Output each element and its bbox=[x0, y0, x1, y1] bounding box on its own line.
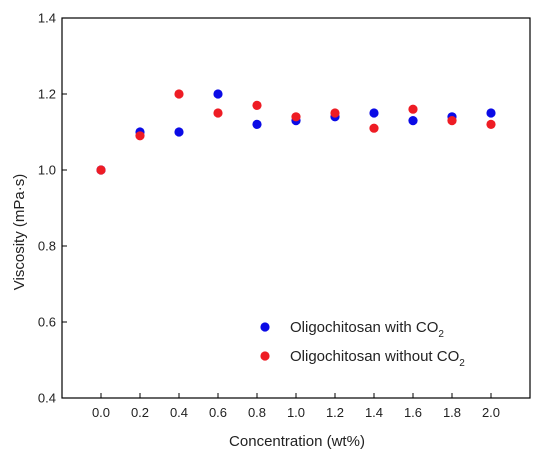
legend-label-series-1: Oligochitosan with CO2 bbox=[290, 319, 444, 340]
y-axis-ticks: 0.4 0.6 0.8 1.0 1.2 1.4 bbox=[38, 11, 67, 406]
legend-marker-series-2 bbox=[260, 351, 270, 361]
legend-label-subscript: 2 bbox=[438, 329, 444, 340]
y-tick-label: 1.4 bbox=[38, 11, 56, 26]
x-tick-label: 1.2 bbox=[326, 405, 344, 420]
y-tick-label: 1.0 bbox=[38, 163, 56, 178]
x-tick-label: 0.0 bbox=[92, 405, 110, 420]
data-point-series-2 bbox=[252, 100, 262, 110]
x-axis-title: Concentration (wt%) bbox=[229, 433, 365, 450]
y-axis-title: Viscosity (mPa·s) bbox=[11, 174, 28, 290]
data-point-series-2 bbox=[174, 89, 184, 99]
x-tick-label: 1.6 bbox=[404, 405, 422, 420]
x-tick-label: 0.8 bbox=[248, 405, 266, 420]
plot-frame bbox=[61, 17, 531, 399]
x-tick-label: 0.6 bbox=[209, 405, 227, 420]
data-point-series-1 bbox=[369, 108, 379, 118]
data-point-series-2 bbox=[291, 112, 301, 122]
x-axis-ticks: 0.0 0.2 0.4 0.6 0.8 1.0 1.2 1.4 1.6 1.8 2.0 bbox=[92, 393, 500, 420]
data-point-series-1 bbox=[408, 116, 418, 126]
x-tick-label: 0.4 bbox=[170, 405, 188, 420]
y-tick-label: 0.8 bbox=[38, 239, 56, 254]
data-point-series-2 bbox=[330, 108, 340, 118]
legend-label-text: Oligochitosan with CO bbox=[290, 319, 438, 336]
data-point-series-1 bbox=[486, 108, 496, 118]
x-tick-label: 1.0 bbox=[287, 405, 305, 420]
y-tick-label: 0.6 bbox=[38, 315, 56, 330]
x-tick-label: 0.2 bbox=[131, 405, 149, 420]
data-point-series-2 bbox=[408, 104, 418, 114]
data-point-series-2 bbox=[213, 108, 223, 118]
data-point-series-1 bbox=[213, 89, 223, 99]
data-point-series-2 bbox=[447, 116, 457, 126]
x-tick-label: 1.8 bbox=[443, 405, 461, 420]
y-tick-label: 0.4 bbox=[38, 391, 56, 406]
legend-marker-series-1 bbox=[260, 322, 270, 332]
data-point-series-2 bbox=[96, 165, 106, 175]
x-tick-label: 2.0 bbox=[482, 405, 500, 420]
x-tick-label: 1.4 bbox=[365, 405, 383, 420]
data-point-series-2 bbox=[486, 119, 496, 129]
legend-label-subscript: 2 bbox=[459, 358, 465, 369]
data-point-series-2 bbox=[135, 131, 145, 141]
legend-label-series-2: Oligochitosan without CO2 bbox=[290, 348, 465, 369]
data-point-series-2 bbox=[369, 123, 379, 133]
legend-label-text: Oligochitosan without CO bbox=[290, 348, 459, 365]
data-point-series-1 bbox=[252, 119, 262, 129]
y-tick-label: 1.2 bbox=[38, 87, 56, 102]
data-points bbox=[96, 89, 496, 175]
data-point-series-1 bbox=[174, 127, 184, 137]
